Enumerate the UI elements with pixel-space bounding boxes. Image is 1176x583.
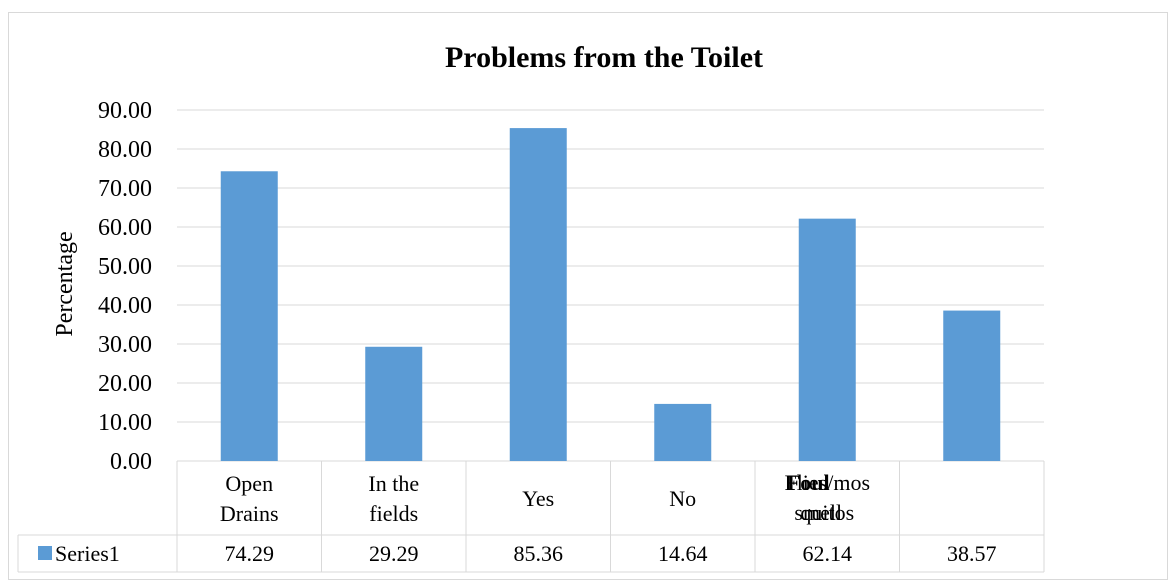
data-table-value: 85.36 (514, 541, 564, 566)
y-tick-label: 80.00 (98, 137, 152, 163)
x-tick-label: Open (225, 471, 273, 496)
x-tick-label: Flies/mos (784, 470, 870, 495)
y-tick-label: 10.00 (98, 410, 152, 436)
legend-series-name: Series1 (55, 541, 120, 566)
data-table-value: 38.57 (947, 541, 997, 566)
bars (220, 128, 1001, 462)
x-tick-label: In the (368, 471, 419, 496)
gridlines (177, 109, 1044, 462)
data-table-value: 29.29 (369, 541, 419, 566)
y-tick-label: 20.00 (98, 371, 152, 397)
y-tick-label: 40.00 (98, 293, 152, 319)
x-tick-label: smell (794, 500, 842, 525)
legend-swatch (38, 546, 52, 560)
data-table-value: 74.29 (225, 541, 275, 566)
data-table-value: 14.64 (658, 541, 708, 566)
chart-title: Problems from the Toilet (445, 41, 763, 74)
chart-frame (8, 12, 1168, 580)
y-tick-label: 60.00 (98, 215, 152, 241)
y-tick-labels: 0.00 10.00 20.00 30.00 40.00 50.00 60.00 70.00 8… (98, 98, 152, 475)
y-tick-label: 90.00 (98, 98, 152, 124)
x-tick-label: quitos (800, 500, 854, 525)
bar (509, 128, 567, 461)
data-table: Open Drains In the fields Yes No Flies/mos quit… (17, 461, 1045, 573)
x-tick-label: No (669, 486, 696, 511)
y-tick-label: 50.00 (98, 254, 152, 280)
y-tick-label: 0.00 (110, 449, 152, 475)
x-tick-label: Yes (522, 486, 554, 511)
x-tick-label: fields (369, 501, 418, 526)
bar (365, 346, 423, 461)
y-tick-label: 70.00 (98, 176, 152, 202)
bar (943, 310, 1001, 461)
data-table-value: 62.14 (803, 541, 853, 566)
y-axis-label: Percentage (52, 231, 78, 336)
bar (798, 218, 856, 461)
x-tick-label: Foul (787, 470, 830, 495)
bar (654, 403, 712, 461)
x-tick-label: Drains (220, 501, 279, 526)
y-tick-label: 30.00 (98, 332, 152, 358)
bar (220, 171, 278, 462)
